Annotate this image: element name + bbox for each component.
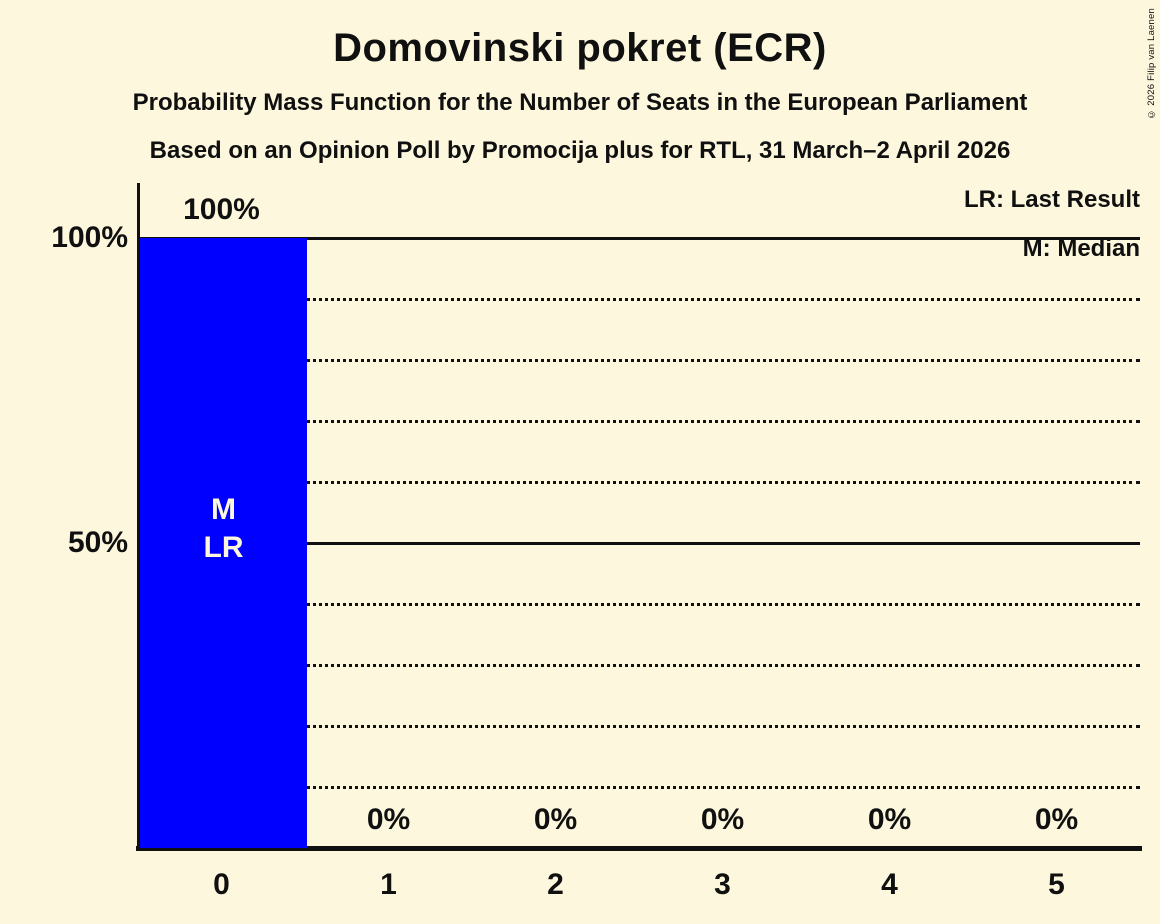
x-tick-label-3: 3 bbox=[714, 868, 731, 901]
gridline-10pct-dotted bbox=[138, 786, 1140, 789]
gridline-50pct-solid bbox=[138, 542, 1140, 545]
gridline-60pct-dotted bbox=[138, 481, 1140, 484]
chart-title: Domovinski pokret (ECR) bbox=[333, 26, 827, 70]
x-axis-line bbox=[136, 846, 1142, 851]
gridline-20pct-dotted bbox=[138, 725, 1140, 728]
bar-value-label-4: 0% bbox=[867, 803, 912, 836]
chart-source-line: Based on an Opinion Poll by Promocija pl… bbox=[149, 137, 1011, 164]
x-tick-label-0: 0 bbox=[213, 868, 230, 901]
bar-value-label-2: 0% bbox=[533, 803, 578, 836]
bar-value-label-0: 100% bbox=[183, 193, 260, 226]
gridline-30pct-dotted bbox=[138, 664, 1140, 667]
x-tick-label-5: 5 bbox=[1048, 868, 1065, 901]
bar-value-label-1: 0% bbox=[366, 803, 411, 836]
x-tick-label-4: 4 bbox=[881, 868, 898, 901]
bar-annotation-label-lr: LR bbox=[203, 531, 244, 564]
gridline-90pct-dotted bbox=[138, 298, 1140, 301]
bar-value-label-3: 0% bbox=[700, 803, 745, 836]
bar-annotation-0: M LR bbox=[140, 491, 307, 567]
gridline-80pct-dotted bbox=[138, 359, 1140, 362]
gridline-40pct-dotted bbox=[138, 603, 1140, 606]
gridline-100pct-solid bbox=[138, 237, 1140, 240]
legend-last-result: LR: Last Result bbox=[963, 186, 1140, 213]
plot-area: M LR 100% 0% 0% 0% 0% 0% bbox=[138, 193, 1140, 848]
x-tick-label-2: 2 bbox=[547, 868, 564, 901]
bar-value-label-5: 0% bbox=[1034, 803, 1079, 836]
x-tick-label-1: 1 bbox=[380, 868, 397, 901]
y-tick-label-100: 100% bbox=[51, 221, 128, 254]
gridline-70pct-dotted bbox=[138, 420, 1140, 423]
bar-seats-0: M LR bbox=[140, 238, 307, 848]
copyright-notice: © 2026 Filip van Laenen bbox=[1146, 8, 1157, 120]
bar-annotation-label-m: M bbox=[211, 493, 236, 526]
y-axis-line bbox=[137, 183, 140, 850]
chart-subtitle: Probability Mass Function for the Number… bbox=[132, 89, 1028, 116]
y-tick-label-50: 50% bbox=[67, 526, 128, 559]
